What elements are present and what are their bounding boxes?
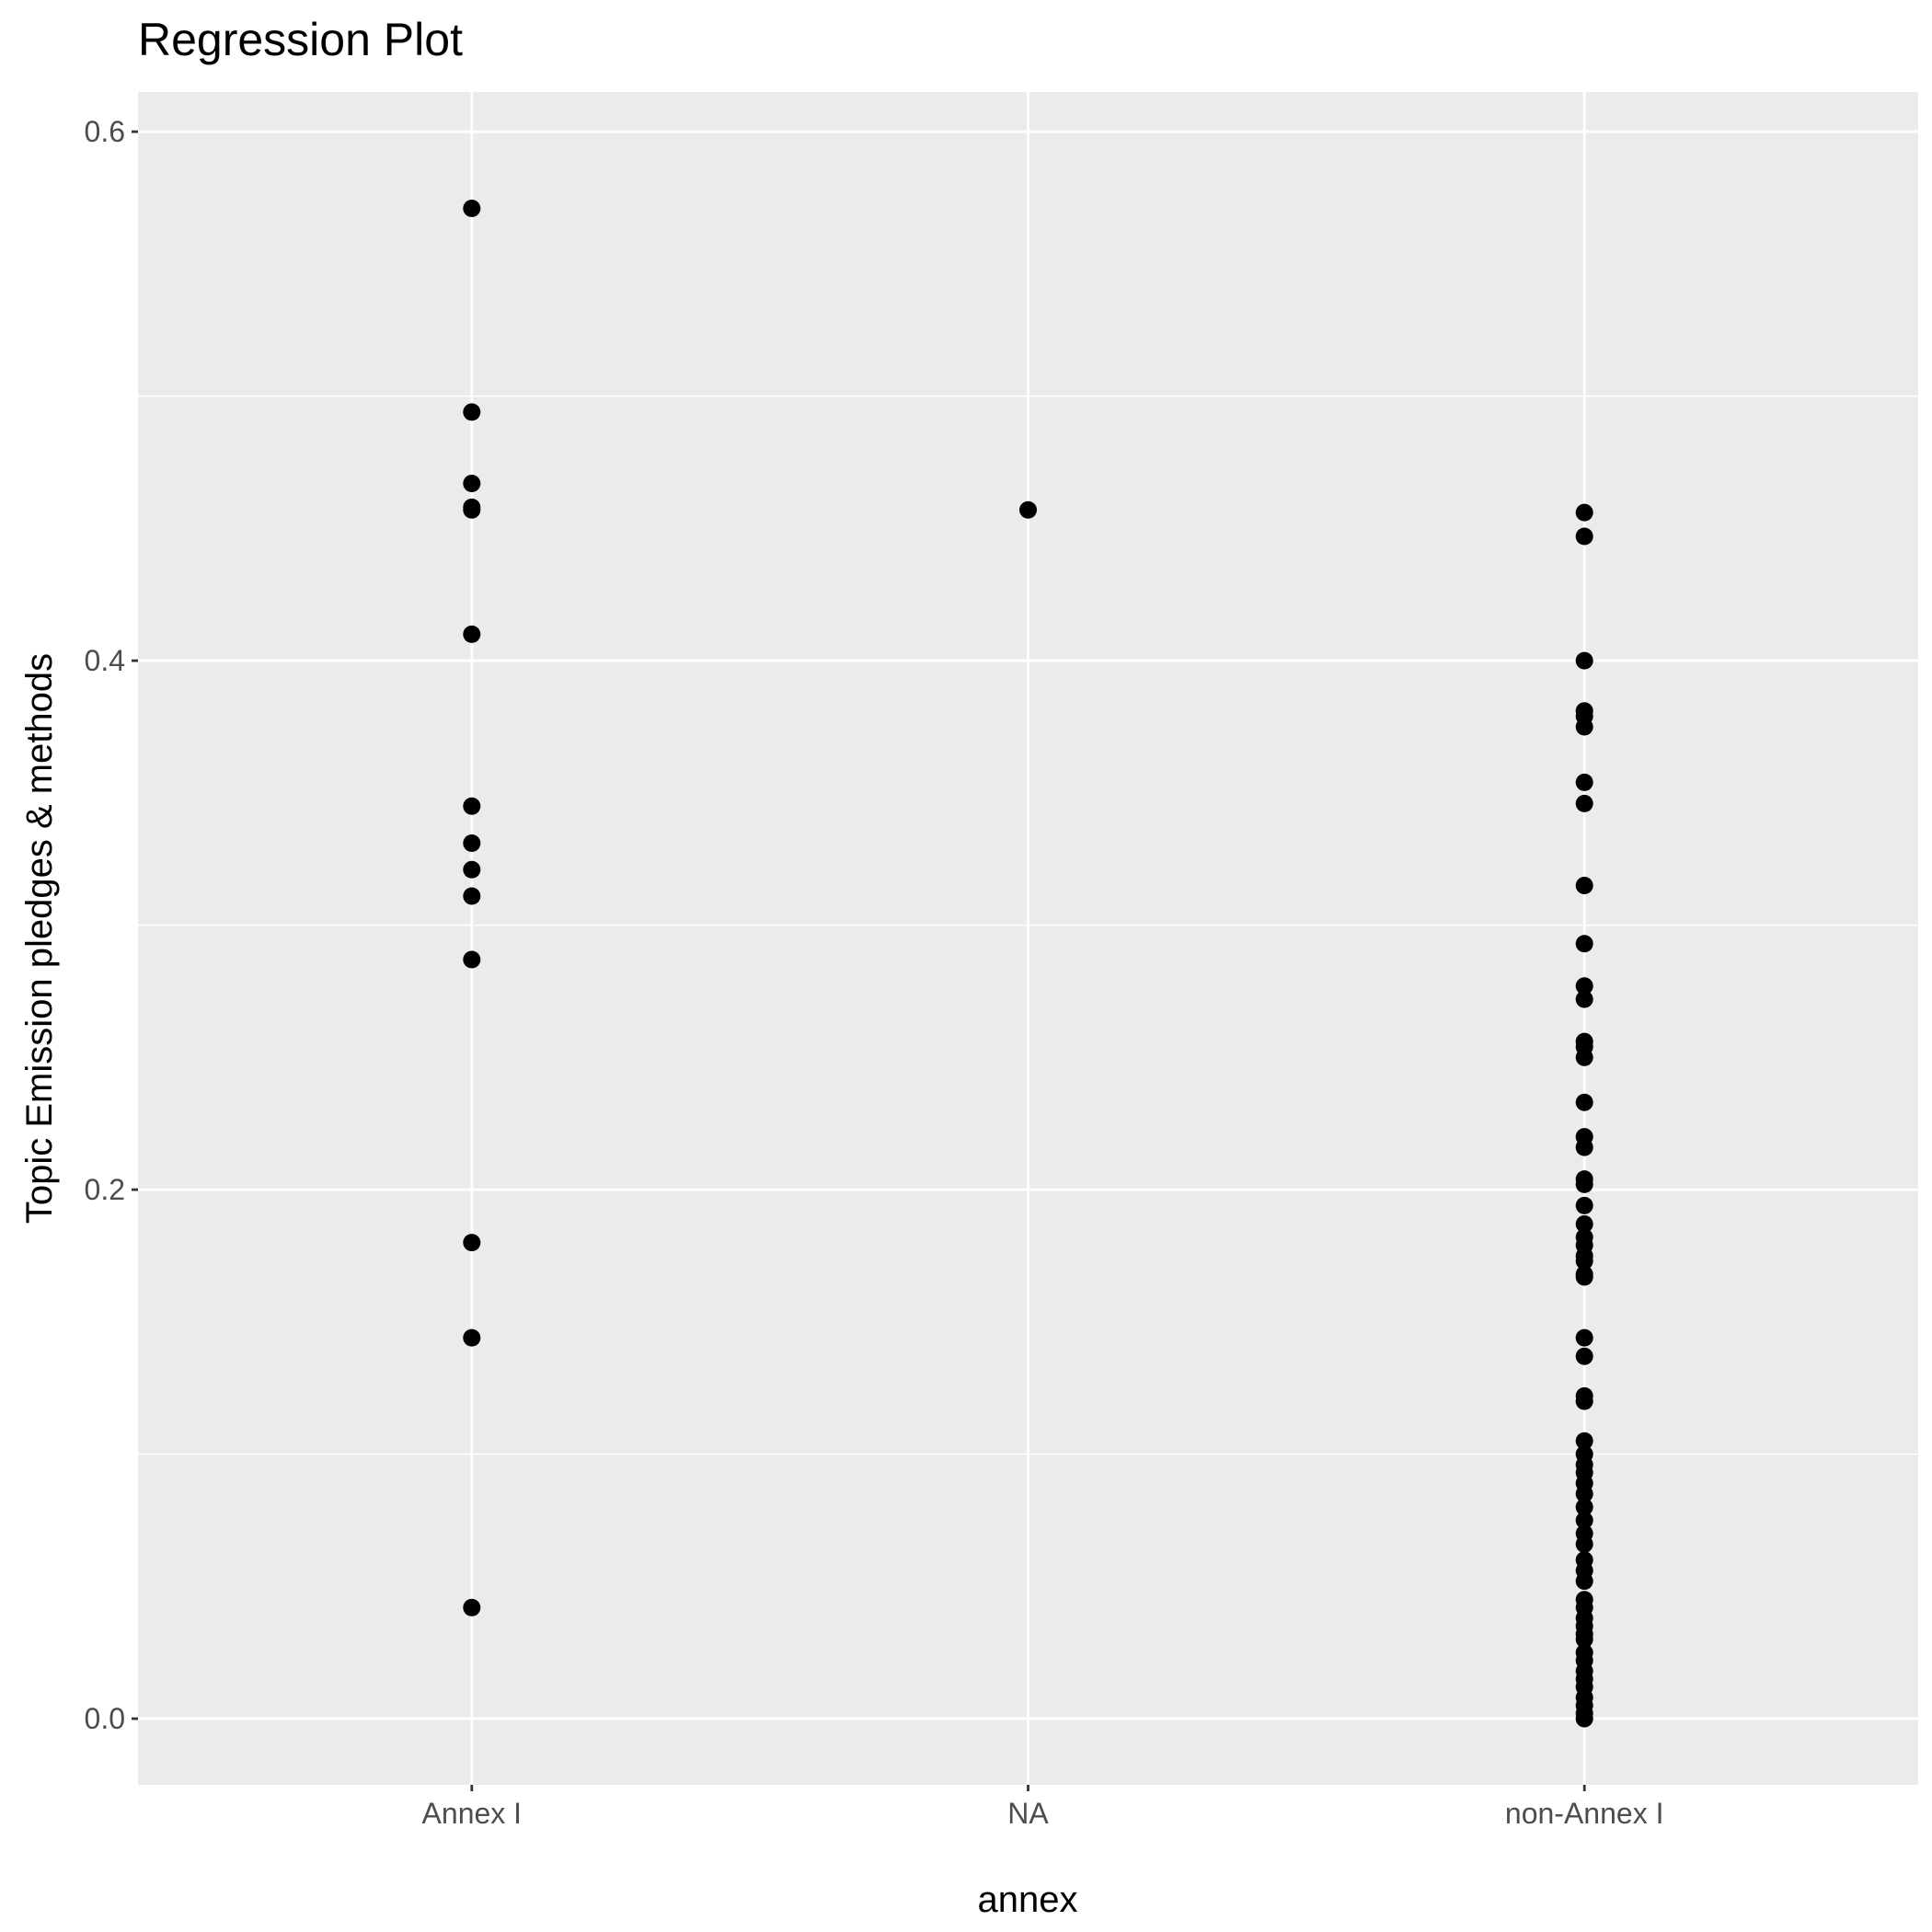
data-point xyxy=(1575,718,1593,736)
data-point xyxy=(1575,1215,1593,1233)
data-point xyxy=(1575,773,1593,791)
data-point xyxy=(1575,1175,1593,1193)
data-point xyxy=(1575,1630,1593,1649)
data-point xyxy=(1575,1048,1593,1066)
data-point xyxy=(463,950,481,969)
major-grid xyxy=(138,92,1918,1785)
data-point xyxy=(1575,990,1593,1008)
y-tick-label: 0.4 xyxy=(85,644,125,677)
data-point xyxy=(463,860,481,879)
x-tick-label: non-Annex I xyxy=(1505,1797,1664,1830)
data-point xyxy=(1575,1328,1593,1347)
data-point xyxy=(463,1234,481,1252)
data-point xyxy=(1575,1196,1593,1214)
data-point xyxy=(463,887,481,905)
data-point xyxy=(463,403,481,421)
data-point xyxy=(463,200,481,217)
data-point xyxy=(1575,1392,1593,1410)
data-point xyxy=(463,1598,481,1616)
data-point xyxy=(1575,977,1593,995)
data-point xyxy=(1575,1432,1593,1450)
y-tick-label: 0.6 xyxy=(85,115,125,148)
data-point xyxy=(463,797,481,815)
data-point xyxy=(1575,1709,1593,1728)
x-tick-label: NA xyxy=(1007,1797,1049,1830)
data-point xyxy=(463,1328,481,1347)
data-point xyxy=(1575,877,1593,894)
y-axis: 0.0 0.2 0.4 0.6 xyxy=(85,115,138,1735)
data-point xyxy=(463,500,481,519)
y-axis-title: Topic Emission pledges & methods xyxy=(19,653,60,1224)
data-point xyxy=(1575,1093,1593,1111)
y-tick-label: 0.2 xyxy=(85,1173,125,1206)
data-point xyxy=(1575,527,1593,546)
data-point xyxy=(1575,935,1593,953)
y-tick-label: 0.0 xyxy=(85,1702,125,1735)
data-point xyxy=(463,625,481,643)
data-point xyxy=(1575,1498,1593,1516)
chart-title: Regression Plot xyxy=(138,14,463,65)
data-point xyxy=(1575,1535,1593,1553)
data-point xyxy=(1575,794,1593,812)
data-point xyxy=(1575,1268,1593,1286)
data-point xyxy=(1575,1485,1593,1503)
data-point xyxy=(463,475,481,492)
x-axis-title: annex xyxy=(978,1880,1078,1920)
data-point xyxy=(1575,1512,1593,1529)
data-point xyxy=(1575,1347,1593,1365)
data-point xyxy=(463,834,481,852)
data-point xyxy=(1575,1138,1593,1156)
data-point xyxy=(1575,1572,1593,1591)
x-axis: Annex I NA non-Annex I xyxy=(422,1785,1664,1830)
data-point xyxy=(1575,1252,1593,1271)
data-point xyxy=(1575,503,1593,522)
data-point xyxy=(1575,651,1593,670)
data-points xyxy=(463,200,1593,1728)
data-point xyxy=(1019,500,1037,519)
x-tick-label: Annex I xyxy=(422,1797,523,1830)
